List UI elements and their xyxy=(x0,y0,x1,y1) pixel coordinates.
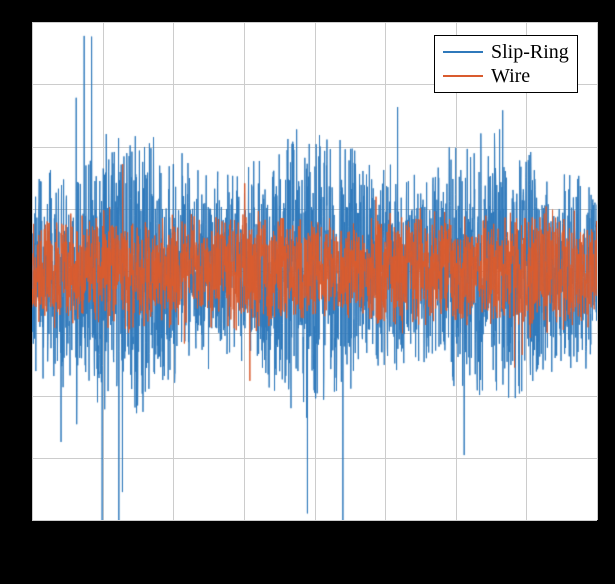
legend-swatch-slip-ring xyxy=(443,51,483,53)
legend-item-wire: Wire xyxy=(443,64,569,88)
legend: Slip-Ring Wire xyxy=(434,35,578,93)
legend-label-wire: Wire xyxy=(491,64,530,88)
chart-canvas xyxy=(32,22,597,520)
plot-area: Slip-Ring Wire xyxy=(30,20,599,522)
legend-swatch-wire xyxy=(443,75,483,77)
noise-signal-chart: Slip-Ring Wire xyxy=(25,15,600,545)
legend-label-slip-ring: Slip-Ring xyxy=(491,40,569,64)
legend-item-slip-ring: Slip-Ring xyxy=(443,40,569,64)
